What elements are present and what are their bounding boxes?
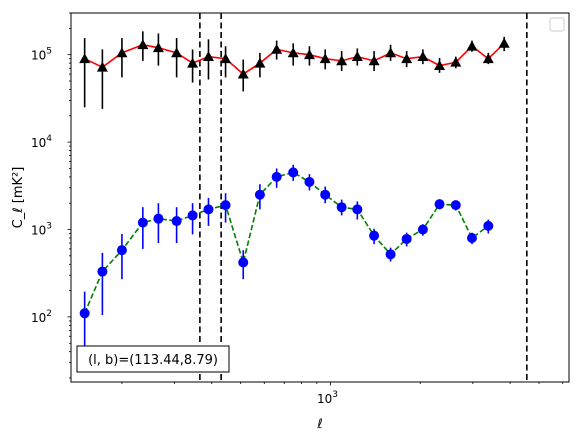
- series-triangle-point: [254, 57, 266, 68]
- annotation-box: [76, 345, 230, 373]
- series-triangle-point: [152, 42, 164, 53]
- series-triangle-point: [220, 53, 232, 64]
- series-triangle-point: [466, 40, 478, 51]
- y-tick-label-exponent: 3: [46, 222, 52, 232]
- y-axis-label-text: C_ℓ [mK²]: [11, 167, 26, 229]
- series-circle-point: [450, 200, 461, 211]
- series-triangle-point: [79, 53, 91, 64]
- series-circle-point: [238, 257, 249, 268]
- y-tick-label-exponent: 2: [46, 309, 52, 319]
- series-triangle-point: [482, 53, 494, 64]
- series-triangle-point: [434, 60, 446, 71]
- legend-box: [549, 17, 565, 32]
- series-triangle-point: [287, 47, 299, 58]
- series-triangle-point: [171, 47, 183, 58]
- series-triangle-point: [303, 49, 315, 60]
- series-triangle-point: [450, 56, 462, 67]
- series-triangle-point: [385, 47, 397, 58]
- series-triangle-point: [116, 47, 128, 58]
- series-triangle-point: [271, 43, 283, 54]
- y-axis-label: C_ℓ [mK²]: [11, 167, 26, 229]
- series-triangle-point: [237, 68, 249, 79]
- location-annotation: (l, b)=(113.44,8.79): [76, 345, 230, 373]
- series-circle-point: [271, 171, 282, 182]
- series-triangle-point: [187, 57, 199, 68]
- series-triangle-point: [401, 53, 413, 64]
- series-circle-point: [466, 232, 477, 243]
- series-circle-point: [220, 200, 231, 211]
- series-circle-point: [203, 204, 214, 215]
- series-circle-point: [171, 216, 182, 227]
- series-circle-point: [336, 202, 347, 213]
- x-tick-label-exponent: 3: [332, 390, 338, 400]
- series-circle-point: [417, 224, 428, 235]
- annotation-text: (l, b)=(113.44,8.79): [88, 353, 218, 368]
- series-circle-point: [79, 308, 90, 319]
- series-triangle-point: [498, 37, 510, 48]
- series-circle-point: [153, 213, 164, 224]
- series-triangle-point: [417, 51, 429, 62]
- series-circle-point: [483, 220, 494, 231]
- series-circle-point: [434, 199, 445, 210]
- series-triangle-point: [137, 39, 149, 50]
- series-circle-point: [385, 249, 396, 260]
- series-circle-point: [288, 167, 299, 178]
- plot-contents: [79, 13, 528, 382]
- series-circle-point: [320, 189, 331, 200]
- series-circle-point: [97, 266, 108, 277]
- x-axis-label: ℓ: [316, 417, 322, 432]
- series-circle-point: [187, 210, 198, 221]
- plot-area: [79, 13, 528, 382]
- series-triangle-point: [368, 55, 380, 66]
- series-circle-point: [401, 233, 412, 244]
- series-triangle-point: [202, 51, 214, 62]
- series-circle-point: [304, 176, 315, 187]
- series-circle-point: [137, 217, 148, 228]
- series-triangle-point: [336, 55, 348, 66]
- y-tick-label-exponent: 5: [46, 47, 52, 57]
- series-triangle-point: [319, 53, 331, 64]
- series-triangle-point: [96, 61, 108, 72]
- series-circle-point: [116, 245, 127, 256]
- series-circle-point: [352, 204, 363, 215]
- series-circle-point: [254, 189, 265, 200]
- series-triangle-point: [351, 51, 363, 62]
- plot-frame: [70, 12, 570, 383]
- series-circle-point: [369, 230, 380, 241]
- y-tick-label-exponent: 4: [46, 134, 52, 144]
